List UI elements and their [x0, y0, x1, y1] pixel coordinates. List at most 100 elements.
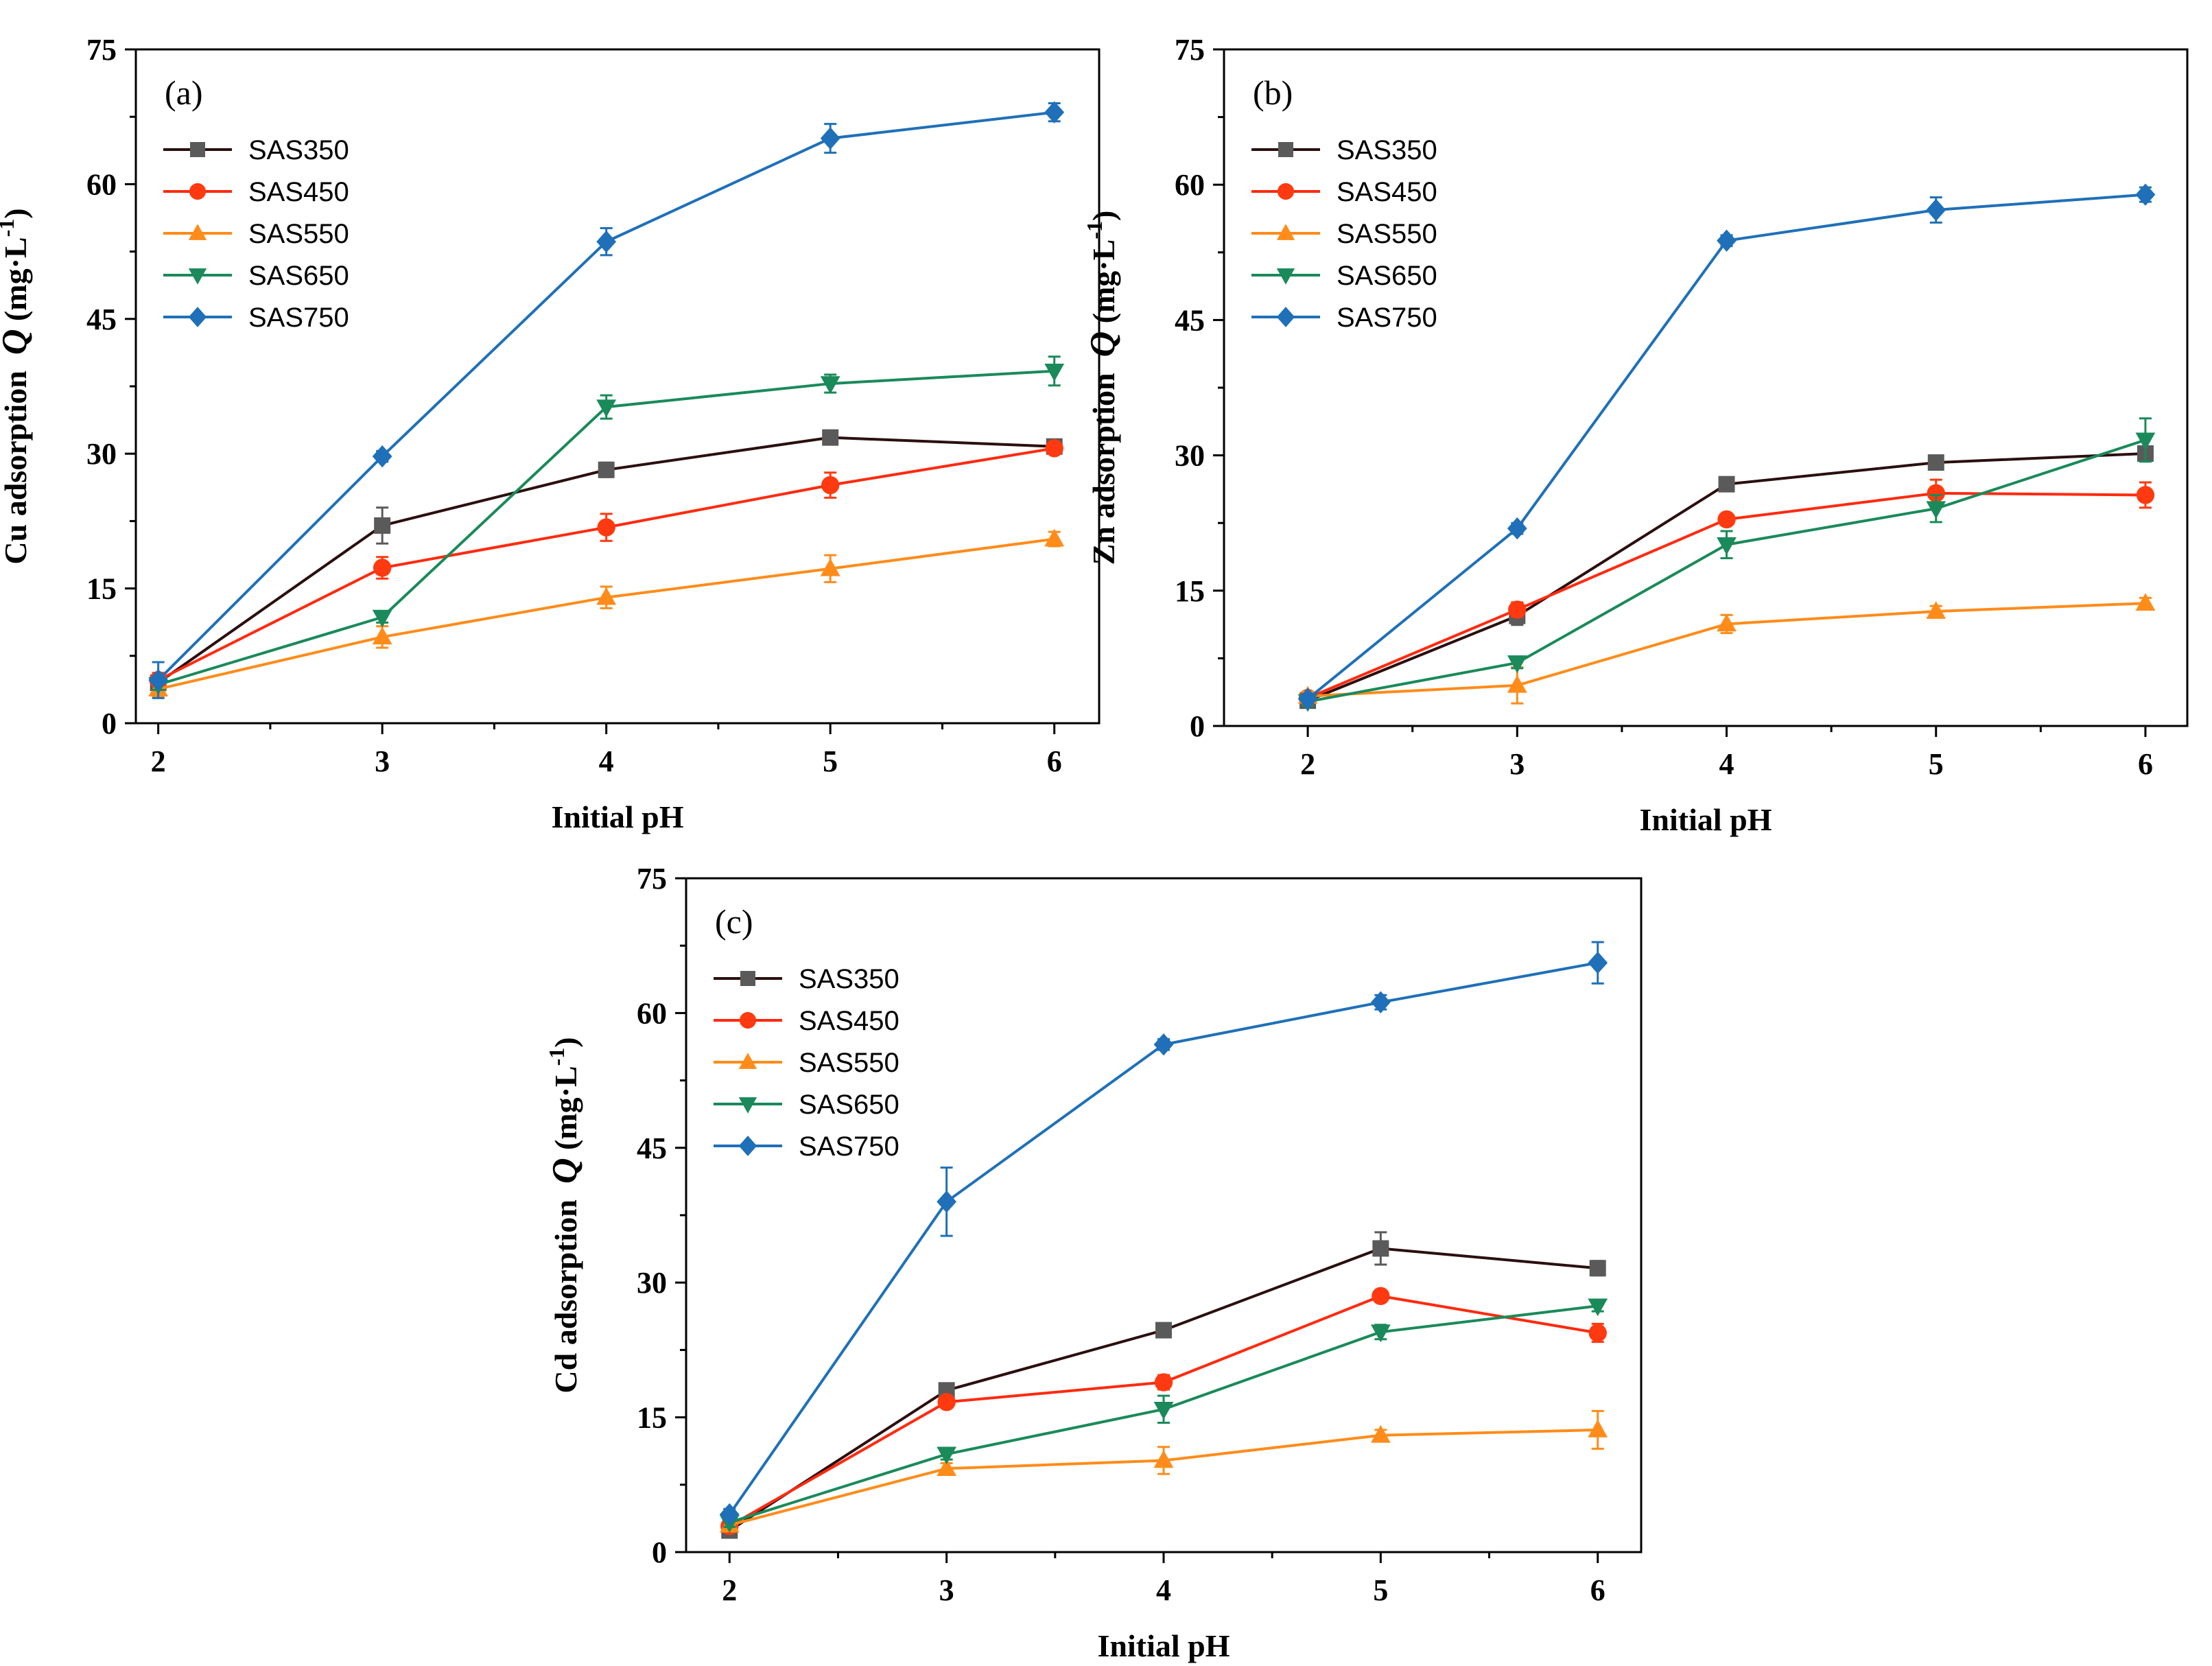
- x-tick-label: 2: [1300, 747, 1315, 781]
- data-point: [596, 230, 617, 253]
- x-tick-label: 3: [1509, 747, 1525, 781]
- series-sas450: [1298, 478, 2155, 707]
- x-tick-label: 6: [2138, 747, 2153, 781]
- panel-label: (a): [165, 73, 203, 112]
- legend-item: SAS550: [714, 1048, 899, 1078]
- legend-item: SAS650: [714, 1090, 899, 1120]
- data-point: [1372, 1240, 1389, 1257]
- data-point: [1507, 655, 1527, 673]
- legend-marker: [738, 1053, 757, 1069]
- data-point: [2135, 432, 2156, 451]
- legend-marker: [188, 268, 207, 285]
- y-tick-label: 75: [637, 862, 667, 895]
- y-tick-label: 75: [86, 33, 117, 67]
- legend-label: SAS450: [799, 1006, 899, 1036]
- legend: SAS350 SAS450 SAS550 SAS650 SAS750: [714, 964, 899, 1162]
- data-point: [372, 609, 392, 628]
- data-point: [1508, 600, 1527, 619]
- data-point: [2135, 183, 2156, 206]
- legend-item: SAS350: [163, 135, 349, 165]
- x-tick-label: 2: [722, 1573, 737, 1607]
- legend-label: SAS650: [1337, 261, 1437, 291]
- legend-label: SAS350: [799, 964, 899, 994]
- legend-marker: [190, 142, 205, 157]
- x-axis-title: Initial pH: [1639, 802, 1772, 837]
- legend-marker: [738, 1136, 757, 1156]
- data-point: [820, 558, 840, 576]
- series-sas550: [719, 1409, 1608, 1533]
- data-point: [1044, 101, 1065, 124]
- legend-item: SAS450: [1251, 177, 1437, 207]
- data-point: [1372, 1287, 1390, 1306]
- series-sas750: [1297, 183, 2156, 710]
- legend-label: SAS750: [1337, 303, 1437, 333]
- data-point: [598, 461, 615, 478]
- series-sas450: [720, 1287, 1607, 1536]
- data-point: [596, 587, 617, 605]
- y-tick-label: 15: [1175, 574, 1205, 608]
- data-point: [1153, 1033, 1174, 1056]
- data-point: [719, 1503, 740, 1526]
- data-point: [1370, 991, 1391, 1013]
- data-point: [372, 626, 392, 645]
- x-tick-label: 4: [1156, 1573, 1171, 1607]
- data-point: [372, 445, 392, 468]
- series-sas750: [148, 101, 1065, 699]
- y-tick-label: 15: [637, 1401, 667, 1435]
- data-point: [937, 1393, 956, 1411]
- y-tick-label: 75: [1175, 33, 1205, 67]
- data-point: [820, 376, 840, 395]
- data-point: [373, 559, 392, 577]
- y-tick-label: 45: [1175, 303, 1205, 337]
- data-point: [937, 1458, 957, 1477]
- data-point: [1717, 613, 1737, 632]
- data-point: [822, 429, 839, 446]
- legend-item: SAS750: [714, 1131, 899, 1162]
- legend-marker: [740, 971, 755, 986]
- legend-label: SAS450: [1337, 177, 1437, 207]
- y-tick-label: 30: [86, 437, 117, 471]
- data-point: [1588, 1298, 1608, 1317]
- data-point: [1370, 1424, 1391, 1443]
- y-tick-label: 60: [86, 167, 117, 201]
- y-axis-title: Zn adsorption Q (mg·L-1): [1082, 211, 1122, 565]
- data-point: [2136, 486, 2155, 504]
- data-point: [1589, 1260, 1606, 1277]
- data-point: [597, 518, 615, 537]
- data-point: [374, 517, 391, 534]
- x-tick-label: 3: [375, 744, 390, 778]
- data-point: [1370, 1324, 1391, 1343]
- data-point: [1926, 501, 1946, 519]
- y-tick-label: 30: [1175, 439, 1205, 473]
- data-point: [1588, 951, 1608, 974]
- x-axis-title: Initial pH: [1097, 1628, 1229, 1663]
- data-point: [1153, 1402, 1174, 1420]
- legend-item: SAS750: [1251, 303, 1437, 333]
- data-point: [1155, 1322, 1172, 1339]
- legend-item: SAS750: [163, 303, 349, 333]
- legend-label: SAS450: [248, 177, 349, 207]
- data-point: [820, 127, 840, 150]
- legend: SAS350 SAS450 SAS550 SAS650 SAS750: [1251, 135, 1437, 333]
- y-tick-label: 15: [86, 572, 117, 606]
- y-axis-title: Cd adsorption Q (mg·L-1): [544, 1037, 585, 1393]
- data-point: [1045, 439, 1063, 458]
- legend-marker: [738, 1097, 757, 1114]
- x-tick-label: 5: [823, 744, 838, 778]
- legend-label: SAS550: [1337, 219, 1437, 249]
- legend-item: SAS450: [163, 177, 349, 207]
- data-point: [1507, 517, 1527, 540]
- y-axis-title: Cu adsorption Q (mg·L-1): [0, 208, 34, 564]
- legend-item: SAS650: [163, 261, 349, 291]
- y-tick-label: 45: [86, 303, 117, 336]
- legend-item: SAS550: [1251, 219, 1437, 249]
- legend-label: SAS650: [799, 1090, 899, 1120]
- data-point: [937, 1446, 957, 1465]
- x-tick-label: 4: [1719, 747, 1734, 781]
- legend-label: SAS750: [799, 1131, 899, 1162]
- data-point: [1153, 1450, 1174, 1468]
- data-point: [1927, 454, 1944, 471]
